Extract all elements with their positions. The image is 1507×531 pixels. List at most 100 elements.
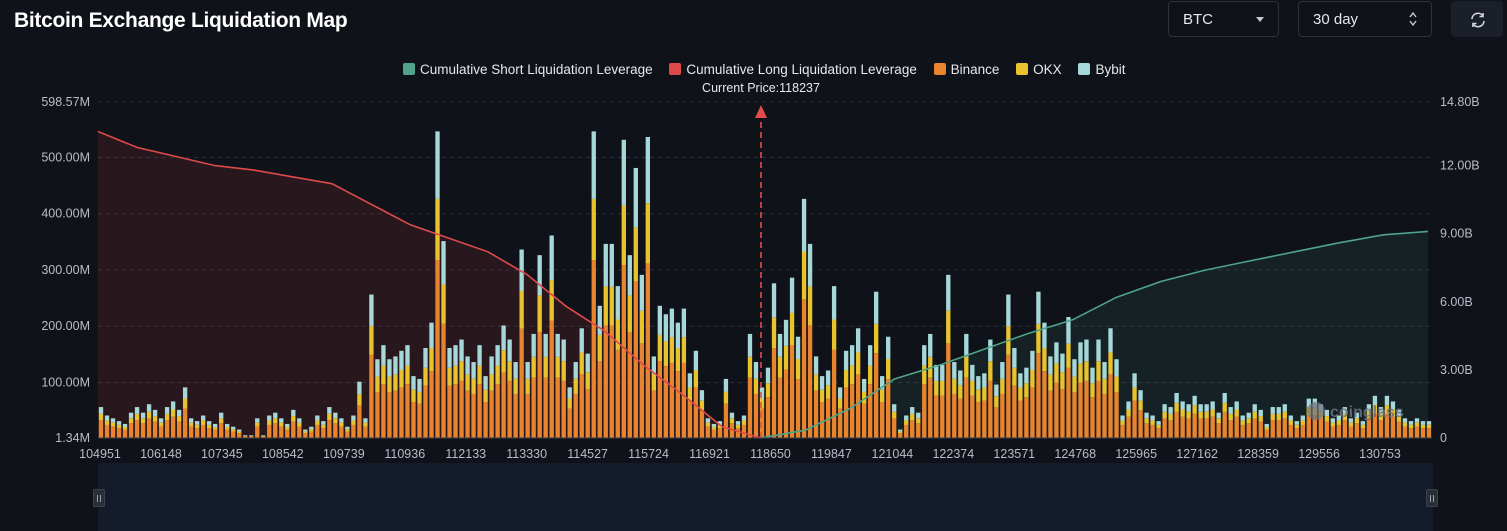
bar-bybit (453, 345, 458, 366)
bar-okx (886, 359, 891, 380)
bar-okx (110, 422, 116, 427)
range-select[interactable]: 30 day (1298, 1, 1432, 37)
bar-bybit (609, 243, 614, 287)
bar-binance (1096, 380, 1101, 438)
bar-okx (134, 413, 140, 421)
bar-binance (146, 418, 152, 438)
bar-okx (711, 427, 717, 430)
bar-okx (1078, 363, 1083, 383)
bar-bybit (273, 412, 278, 419)
bar-binance (1408, 428, 1414, 438)
legend-item-short-cum[interactable]: Cumulative Short Liquidation Leverage (403, 62, 653, 77)
bar-binance (795, 379, 801, 438)
bar-binance (429, 371, 434, 438)
bar-binance (249, 436, 254, 438)
bar-okx (249, 435, 254, 437)
bar-binance (207, 428, 212, 438)
bar-binance (1372, 413, 1378, 438)
bar-binance (964, 377, 969, 438)
x-tick-label: 112133 (445, 447, 486, 461)
bar-binance (243, 436, 248, 438)
bar-bybit (1174, 392, 1179, 403)
bar-okx (663, 341, 669, 367)
legend-item-long-cum[interactable]: Cumulative Long Liquidation Leverage (669, 62, 917, 77)
legend-item-bybit[interactable]: Bybit (1078, 62, 1125, 77)
bar-okx (777, 356, 783, 378)
bar-binance (152, 421, 158, 438)
bar-bybit (687, 373, 693, 388)
bar-okx (1294, 424, 1299, 429)
bar-binance (759, 408, 765, 438)
bar-bybit (1300, 415, 1305, 421)
bar-bybit (405, 345, 410, 366)
legend-item-okx[interactable]: OKX (1016, 62, 1062, 77)
bar-binance (1246, 423, 1251, 438)
bar-bybit (188, 418, 194, 423)
bar-binance (1054, 382, 1059, 438)
updown-icon (1409, 11, 1417, 27)
bar-bybit (1120, 415, 1125, 421)
bar-binance (543, 377, 548, 438)
bar-okx (351, 420, 356, 425)
legend-item-binance[interactable]: Binance (933, 62, 999, 77)
bar-okx (1156, 424, 1161, 429)
bar-binance (1042, 371, 1047, 438)
bar-okx (387, 376, 392, 393)
bar-binance (297, 426, 302, 438)
bar-binance (453, 384, 458, 438)
bar-bybit (387, 359, 392, 377)
bar-okx (1132, 387, 1137, 401)
bar-binance (1144, 423, 1149, 438)
bar-okx (958, 385, 963, 399)
bar-binance (1078, 382, 1083, 438)
bar-okx (243, 435, 248, 437)
bar-okx (831, 319, 837, 350)
bar-bybit (297, 418, 302, 423)
bar-binance (1414, 426, 1420, 438)
bar-binance (1132, 400, 1137, 438)
bar-bybit (813, 356, 819, 375)
bar-okx (976, 389, 981, 403)
bar-binance (231, 431, 236, 438)
bar-okx (1030, 369, 1035, 388)
bar-okx (435, 198, 440, 261)
bar-bybit (1024, 367, 1029, 384)
bar-okx (699, 400, 705, 411)
bar-bybit (543, 333, 548, 357)
bar-binance (1402, 426, 1408, 438)
bar-bybit (1150, 415, 1155, 421)
zoom-handle-left[interactable] (93, 489, 105, 507)
bar-binance (291, 421, 296, 438)
bar-okx (405, 365, 410, 385)
bar-okx (964, 356, 969, 378)
bar-bybit (717, 421, 723, 425)
bar-okx (291, 416, 296, 422)
bar-binance (946, 343, 951, 438)
current-price-label: Current Price:118237 (702, 81, 820, 95)
bar-okx (1024, 383, 1029, 398)
bar-binance (122, 429, 128, 438)
coin-select[interactable]: BTC (1168, 1, 1279, 37)
bar-okx (1012, 367, 1017, 386)
bar-binance (1240, 424, 1245, 438)
refresh-button[interactable] (1451, 1, 1503, 37)
bar-bybit (1330, 418, 1336, 423)
bar-okx (1408, 424, 1414, 429)
bar-binance (1024, 397, 1029, 438)
bar-okx (1066, 343, 1071, 368)
bar-binance (339, 426, 344, 438)
bar-okx (723, 391, 729, 404)
bar-binance (813, 390, 819, 438)
bar-binance (1336, 424, 1342, 438)
zoom-slider[interactable] (98, 463, 1433, 531)
bar-bybit (152, 409, 158, 417)
bar-okx (729, 418, 735, 424)
bar-binance (970, 395, 975, 438)
bar-okx (1126, 409, 1131, 417)
zoom-handle-right[interactable] (1426, 489, 1438, 507)
bar-okx (327, 413, 332, 421)
bar-okx (1414, 422, 1420, 427)
bar-okx (381, 365, 386, 385)
bar-bybit (922, 345, 927, 366)
bar-bybit (116, 421, 122, 425)
